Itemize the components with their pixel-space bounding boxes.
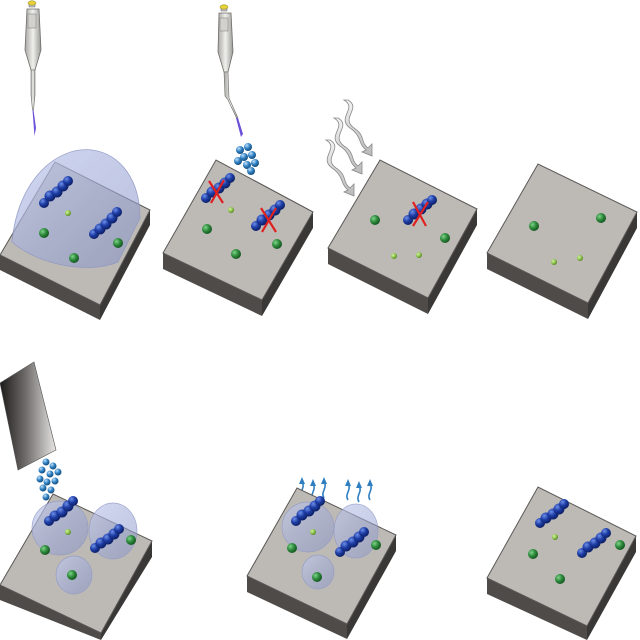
pipette-icon (24, 0, 42, 136)
panel-top-3-gas-flow (324, 99, 478, 314)
green-particle (596, 213, 606, 223)
panel-bottom-2-evaporation (246, 477, 397, 639)
airflow-arrows-icon (324, 99, 373, 197)
plate-clean (486, 163, 638, 319)
green-particle (272, 239, 282, 249)
light-green-particle (391, 253, 397, 259)
light-green-particle (551, 259, 557, 265)
small-droplet (31, 500, 89, 556)
light-green-particle (552, 534, 558, 540)
molecule-chain (89, 207, 122, 239)
buffer-drops (234, 143, 259, 175)
molecule-chain (535, 499, 569, 528)
plate-with-large-droplet (0, 149, 151, 320)
green-particle (371, 540, 381, 550)
molecule-chain (39, 176, 73, 208)
light-green-particle (65, 210, 71, 216)
green-particle (40, 545, 50, 555)
green-particle (370, 215, 380, 225)
panel-bottom-1-spray-deposition (0, 361, 153, 640)
plate-drying (327, 159, 478, 314)
green-particle (231, 249, 241, 259)
spray-nozzle-icon (0, 361, 57, 471)
green-particle (615, 540, 625, 550)
plate-with-molecules (486, 486, 637, 640)
green-particle (69, 253, 79, 263)
panel-bottom-3-molecules-adsorbed (486, 486, 637, 640)
green-particle (113, 238, 123, 248)
remove-cross-icon (412, 201, 429, 227)
light-green-particle (228, 207, 234, 213)
green-particle (312, 572, 322, 582)
green-particle (440, 233, 450, 243)
green-particle (126, 535, 136, 545)
light-green-particle (310, 529, 316, 535)
light-green-particle (577, 255, 583, 261)
light-green-particle (416, 252, 422, 258)
panel-top-1-drop-deposition (0, 0, 151, 320)
panel-top-2-rinse-drop (162, 4, 314, 316)
green-particle (555, 574, 565, 584)
large-droplet (11, 149, 141, 268)
molecule-chain (44, 496, 78, 526)
green-particle (39, 228, 49, 238)
molecule-chain (577, 528, 611, 558)
small-droplet (301, 554, 335, 590)
panel-top-4-particles-only (486, 163, 638, 319)
molecule-chain (291, 496, 325, 526)
green-particle (287, 543, 297, 553)
light-green-particle (65, 529, 71, 535)
remove-cross-icon (260, 207, 277, 233)
plate-with-removed-molecules (162, 159, 314, 316)
plate-evaporating (246, 487, 397, 639)
molecule-chain (251, 200, 285, 231)
green-particle (202, 224, 212, 234)
remove-cross-icon (208, 179, 225, 204)
pipette-icon (217, 4, 243, 137)
green-particle (529, 221, 539, 231)
molecule-chain (90, 524, 124, 553)
spray-droplets (36, 458, 62, 501)
green-particle (67, 570, 77, 580)
green-particle (528, 549, 538, 559)
plate-with-small-droplets (0, 493, 153, 640)
molecule-chain (335, 527, 369, 557)
